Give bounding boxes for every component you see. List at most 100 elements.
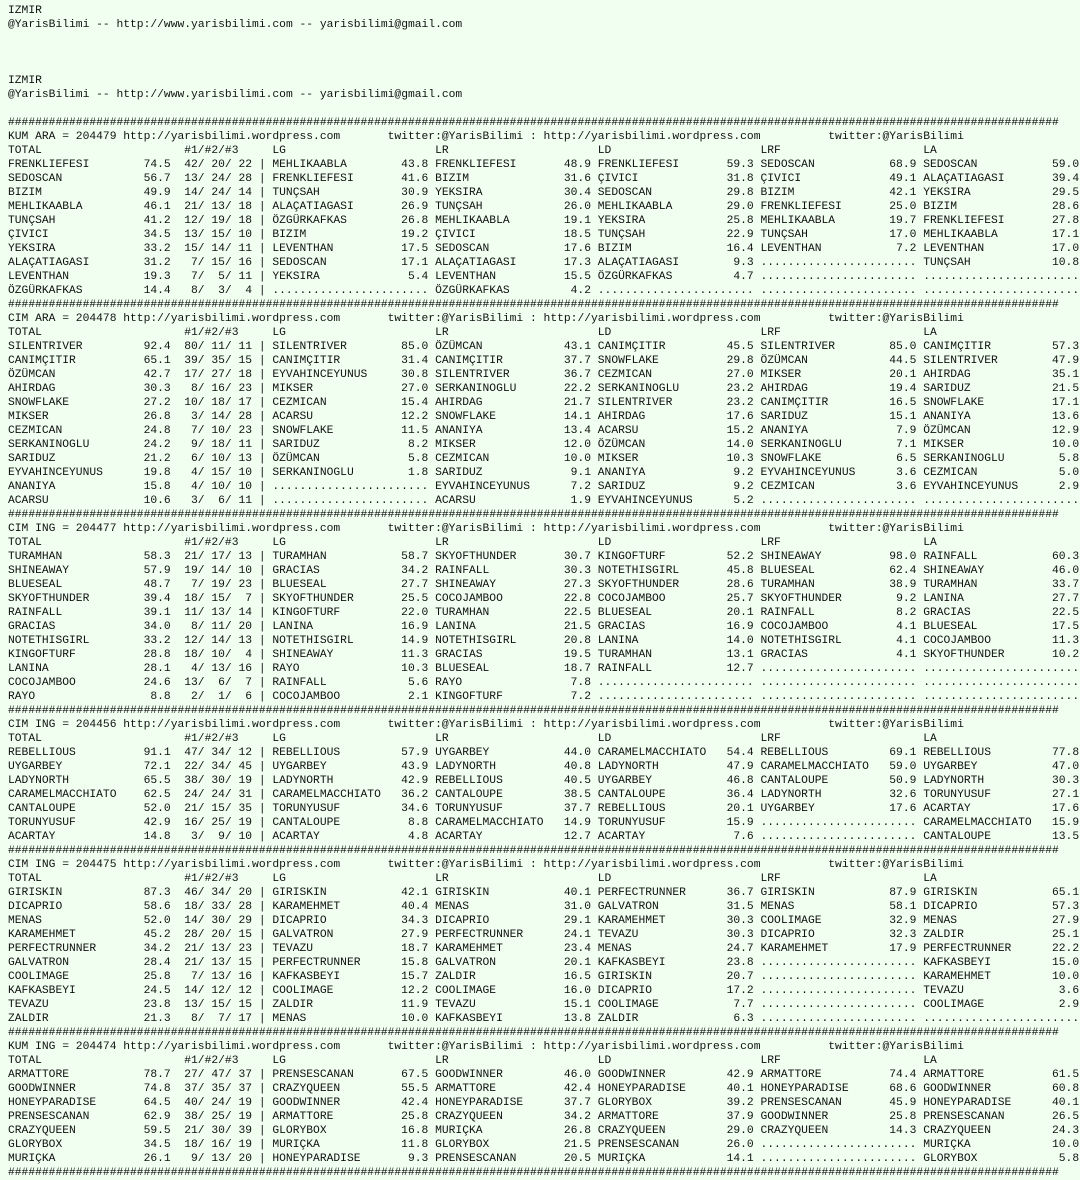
twitter-handle[interactable]: twitter:@YarisBilimi: [828, 313, 964, 325]
ld-score: 16.9: [726, 621, 754, 633]
lg-horse-name: GRACIAS: [272, 565, 320, 577]
twitter-handle[interactable]: twitter:@YarisBilimi: [387, 131, 524, 143]
total-horse-name: PERFECTRUNNER: [8, 943, 97, 955]
lg-empty-slot: .......................: [272, 285, 429, 297]
twitter-handle[interactable]: twitter:@YarisBilimi: [828, 523, 964, 535]
pipe-divider: |: [258, 425, 266, 437]
la-score: 27.9: [1051, 915, 1080, 927]
placings: 16/ 25/ 19: [184, 817, 253, 829]
header-lg: LG: [272, 327, 286, 339]
placings: 18/ 15/ 7: [184, 593, 253, 605]
la-score: 46.0: [1051, 565, 1080, 577]
twitter-handle[interactable]: twitter:@YarisBilimi: [828, 131, 964, 143]
site-link[interactable]: http://yarisbilimi.wordpress.com: [123, 131, 341, 143]
header-placings: #1/#2/#3: [184, 733, 239, 745]
lrf-score: 19.4: [889, 383, 917, 395]
twitter-handle[interactable]: twitter:@YarisBilimi: [387, 719, 524, 731]
total-horse-name: BIZIM: [8, 187, 42, 199]
la-horse-name: RAINFALL: [923, 551, 978, 563]
lr-horse-name: COOLIMAGE: [435, 985, 497, 997]
result-row: TUNÇSAH 41.2 12/ 19/ 18 | ÖZGÜRKAFKAS 26.8 MEH…: [0, 214, 1080, 228]
ld-score: 10.3: [726, 453, 754, 465]
twitter-handle[interactable]: twitter:@YarisBilimi: [387, 1041, 524, 1053]
lrf-horse-name: PRENSESCANAN: [760, 1097, 842, 1109]
lrf-score: 32.6: [889, 789, 917, 801]
ld-horse-name: ACARTAY: [597, 831, 646, 843]
total-score: 72.1: [143, 761, 171, 773]
pipe-divider: |: [258, 1083, 266, 1095]
result-row: MURIÇKA 26.1 9/ 13/ 20 | HONEYPARADISE 9.3 PR…: [0, 1152, 1080, 1166]
column-header-line: TOTAL #1/#2/#3 LG LR LD LRF LA: [0, 872, 1080, 886]
site-link[interactable]: http://yarisbilimi.wordpress.com: [543, 313, 761, 325]
lr-horse-name: PRENSESCANAN: [435, 1153, 517, 1165]
la-horse-name: SHINEAWAY: [923, 565, 985, 577]
placings: 3/ 9/ 10: [184, 831, 253, 843]
site-link[interactable]: http://yarisbilimi.wordpress.com: [543, 523, 761, 535]
twitter-handle[interactable]: twitter:@YarisBilimi: [828, 1041, 964, 1053]
lg-score: 18.7: [401, 943, 429, 955]
blank-line: [0, 102, 1080, 116]
pipe-divider: |: [258, 957, 266, 969]
lr-horse-name: DICAPRIO: [435, 915, 490, 927]
site-link[interactable]: http://yarisbilimi.wordpress.com: [123, 523, 341, 535]
header-lrf: LRF: [760, 873, 781, 885]
pipe-divider: |: [258, 775, 266, 787]
ld-horse-name: SEDOSCAN: [597, 187, 653, 199]
pipe-divider: |: [258, 1139, 266, 1151]
la-score: 57.3: [1051, 341, 1080, 353]
twitter-handle[interactable]: twitter:@YarisBilimi: [387, 859, 524, 871]
lrf-horse-name: MIKSER: [760, 369, 802, 381]
lrf-empty-slot: .......................: [760, 663, 917, 675]
lr-horse-name: CANIMÇITIR: [435, 355, 503, 367]
lg-horse-name: PRENSESCANAN: [272, 1069, 354, 1081]
la-horse-name: BLUESEAL: [923, 621, 978, 633]
lrf-horse-name: CANTALOUPE: [760, 775, 829, 787]
lr-score: 40.8: [563, 761, 591, 773]
colon-separator: :: [530, 313, 537, 325]
header-ld: LD: [597, 873, 612, 885]
lr-horse-name: TORUNYUSUF: [435, 803, 503, 815]
lr-score: 26.8: [563, 1125, 591, 1137]
site-link[interactable]: http://yarisbilimi.wordpress.com: [543, 1041, 761, 1053]
twitter-handle[interactable]: twitter:@YarisBilimi: [828, 859, 964, 871]
site-link[interactable]: http://yarisbilimi.wordpress.com: [123, 313, 341, 325]
header-total: TOTAL: [8, 873, 42, 885]
placings: 7/ 10/ 23: [184, 425, 253, 437]
site-link[interactable]: http://yarisbilimi.wordpress.com: [123, 1041, 341, 1053]
ld-horse-name: MURIÇKA: [597, 1153, 646, 1165]
twitter-handle[interactable]: twitter:@YarisBilimi: [387, 313, 524, 325]
lg-horse-name: CARAMELMACCHIATO: [272, 789, 381, 801]
ld-score: 9.2: [733, 467, 754, 479]
twitter-handle[interactable]: twitter:@YarisBilimi: [828, 719, 964, 731]
total-score: 62.5: [143, 789, 171, 801]
lg-horse-name: FRENKLIEFESI: [272, 173, 354, 185]
pipe-divider: |: [258, 929, 266, 941]
total-score: 65.5: [143, 775, 171, 787]
placings: 21/ 13/ 15: [184, 957, 253, 969]
ld-horse-name: CRAZYQUEEN: [597, 1125, 666, 1137]
ld-horse-name: GOODWINNER: [597, 1069, 666, 1081]
total-horse-name: MENAS: [8, 915, 42, 927]
lrf-horse-name: CARAMELMACCHIATO: [760, 761, 869, 773]
lr-score: 13.8: [563, 1013, 591, 1025]
total-score: 42.9: [143, 817, 171, 829]
site-link[interactable]: http://yarisbilimi.wordpress.com: [543, 719, 761, 731]
la-horse-name: TUNÇSAH: [923, 257, 971, 269]
result-row: SNOWFLAKE 27.2 10/ 18/ 17 | CEZMICAN 15.4 AHIR…: [0, 396, 1080, 410]
site-link[interactable]: http://yarisbilimi.wordpress.com: [123, 719, 341, 731]
site-link[interactable]: http://yarisbilimi.wordpress.com: [543, 131, 761, 143]
lg-horse-name: TORUNYUSUF: [272, 803, 341, 815]
la-score: 17.1: [1051, 229, 1080, 241]
ld-score: 24.7: [726, 943, 754, 955]
lr-horse-name: LADYNORTH: [435, 761, 497, 773]
total-horse-name: SNOWFLAKE: [8, 397, 70, 409]
result-row: LEVENTHAN 19.3 7/ 5/ 11 | YEKSIRA 5.4 LEVENTH…: [0, 270, 1080, 284]
site-link[interactable]: http://yarisbilimi.wordpress.com: [543, 859, 761, 871]
ld-score: 45.8: [726, 565, 754, 577]
site-link[interactable]: http://yarisbilimi.wordpress.com: [123, 859, 341, 871]
result-row: SARIDUZ 21.2 6/ 10/ 13 | ÖZÜMCAN 5.8 CEZMICAN…: [0, 452, 1080, 466]
twitter-handle[interactable]: twitter:@YarisBilimi: [387, 523, 524, 535]
lrf-score: 7.1: [896, 439, 917, 451]
lr-horse-name: BIZIM: [435, 173, 469, 185]
lrf-score: 32.9: [889, 915, 917, 927]
